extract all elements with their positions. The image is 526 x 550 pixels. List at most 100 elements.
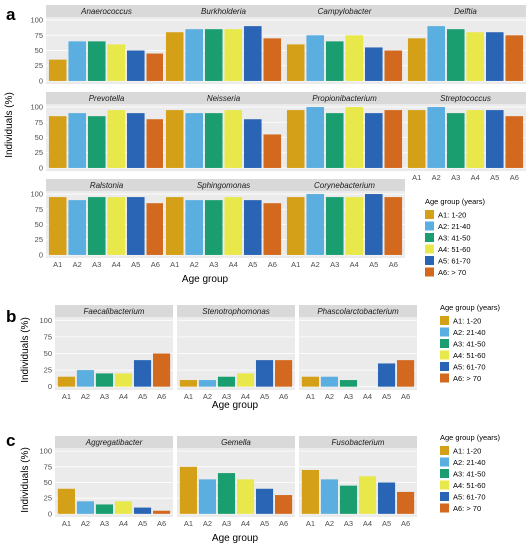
facet-fusobacterium: Fusobacterium A1 A2 A3 A4 A5 A6	[299, 436, 417, 528]
x-tick-label: A1	[412, 173, 421, 182]
x-tick-label: A3	[222, 519, 231, 528]
x-tick-label: A5	[382, 392, 391, 401]
legend-entry: A4: 51-60	[438, 245, 471, 254]
x-tick-label: A6	[279, 519, 288, 528]
bar-a4	[114, 373, 133, 387]
y-tick-label: 0	[39, 250, 43, 259]
x-tick-label: A6	[151, 260, 160, 269]
bar-a2	[306, 107, 325, 168]
facet-strip	[284, 5, 405, 17]
legend-key-a2	[425, 221, 434, 231]
bar-a6	[146, 119, 165, 168]
y-tick-label: 0	[39, 76, 43, 85]
facet-title: Anaerococcus	[80, 7, 132, 16]
bar-a5	[364, 113, 383, 168]
bar-a2	[68, 200, 87, 255]
bar-a3	[217, 376, 236, 387]
legend-entry: A1: 1-20	[438, 211, 466, 220]
bar-a6	[397, 360, 415, 387]
facet-title: Phascolarctobacterium	[317, 307, 399, 316]
x-tick-label: A2	[203, 392, 212, 401]
y-tick-label: 25	[44, 494, 52, 503]
bar-a4	[466, 110, 485, 168]
x-tick-label: A1	[184, 519, 193, 528]
bar-a6	[146, 203, 165, 255]
facet-title: Neisseria	[207, 94, 241, 103]
legend-key-a6	[440, 503, 449, 513]
bar-a3	[87, 41, 106, 81]
bar-a1	[286, 44, 305, 81]
y-tick-label: 100	[39, 447, 52, 456]
bar-a5	[126, 197, 145, 255]
x-axis-title: Age group	[182, 274, 229, 285]
bar-a2	[185, 200, 204, 255]
x-tick-label: A6	[510, 173, 519, 182]
facet-strip	[299, 305, 417, 317]
bar-a2	[427, 107, 446, 168]
bar-a5	[126, 113, 145, 168]
y-tick-label: 25	[35, 61, 43, 70]
bar-a4	[107, 110, 126, 168]
section-label: a	[6, 5, 16, 24]
x-tick-label: A6	[389, 260, 398, 269]
bar-a3	[339, 485, 358, 514]
y-tick-label: 25	[44, 366, 52, 375]
x-tick-label: A6	[268, 260, 277, 269]
facet-strip	[177, 305, 295, 317]
y-tick-label: 100	[39, 316, 52, 325]
bar-a6	[263, 134, 282, 168]
x-tick-label: A3	[344, 519, 353, 528]
bar-a2	[427, 26, 446, 81]
bar-a4	[345, 107, 364, 168]
bar-a1	[165, 32, 184, 81]
legend-key-a4	[425, 244, 434, 254]
facet-title: Fusobacterium	[332, 438, 385, 447]
bar-a1	[407, 110, 426, 168]
bar-a2	[76, 501, 95, 514]
legend-title: Age group (years)	[425, 197, 486, 206]
bar-a5	[364, 194, 383, 255]
x-tick-label: A3	[100, 519, 109, 528]
x-tick-label: A2	[325, 392, 334, 401]
bar-a1	[301, 376, 319, 387]
bar-a1	[165, 110, 184, 168]
facet-title: Prevotella	[89, 94, 125, 103]
x-tick-label: A4	[363, 392, 372, 401]
bar-a5	[126, 50, 145, 81]
y-tick-label: 100	[30, 16, 43, 25]
facet-title: Corynebacterium	[314, 181, 375, 190]
x-tick-label: A5	[131, 260, 140, 269]
bar-a4	[107, 197, 126, 255]
bar-a2	[306, 35, 325, 81]
bar-a1	[179, 380, 197, 387]
chart-section-a: a Anaerococcus 0 25 50 75 100 Burkholderia Campy…	[4, 5, 526, 285]
x-tick-label: A2	[73, 260, 82, 269]
facet-strip	[163, 5, 284, 17]
bar-a5	[364, 47, 383, 81]
y-tick-label: 100	[30, 190, 43, 199]
legend-entry: A3: 41-50	[453, 470, 486, 479]
legend-title: Age group (years)	[440, 303, 501, 312]
legend-entry: A2: 21-40	[438, 222, 471, 231]
y-tick-label: 75	[44, 332, 52, 341]
facet-campylobacter: Campylobacter	[284, 5, 405, 84]
facet-neisseria: Neisseria	[163, 92, 284, 171]
y-tick-label: 25	[35, 235, 43, 244]
bar-a3	[87, 116, 106, 168]
facet-faecalibacterium: Faecalibacterium 0 25 50 75 100 A1 A2 A3 A4 A5 A6	[39, 305, 173, 401]
y-tick-label: 75	[44, 462, 52, 471]
x-tick-label: A1	[53, 260, 62, 269]
y-axis-title: Individuals (%)	[4, 92, 15, 158]
legend-entry: A3: 41-50	[438, 234, 471, 243]
legend-entry: A3: 41-50	[453, 340, 486, 349]
y-tick-label: 75	[35, 118, 43, 127]
x-axis-title: Age group	[212, 400, 259, 411]
facet-strip	[163, 92, 284, 104]
bar-a4	[224, 110, 243, 168]
x-tick-label: A2	[190, 260, 199, 269]
x-tick-label: A5	[138, 392, 147, 401]
bar-a2	[198, 380, 217, 387]
legend-key-a6	[425, 267, 434, 277]
x-tick-label: A3	[344, 392, 353, 401]
